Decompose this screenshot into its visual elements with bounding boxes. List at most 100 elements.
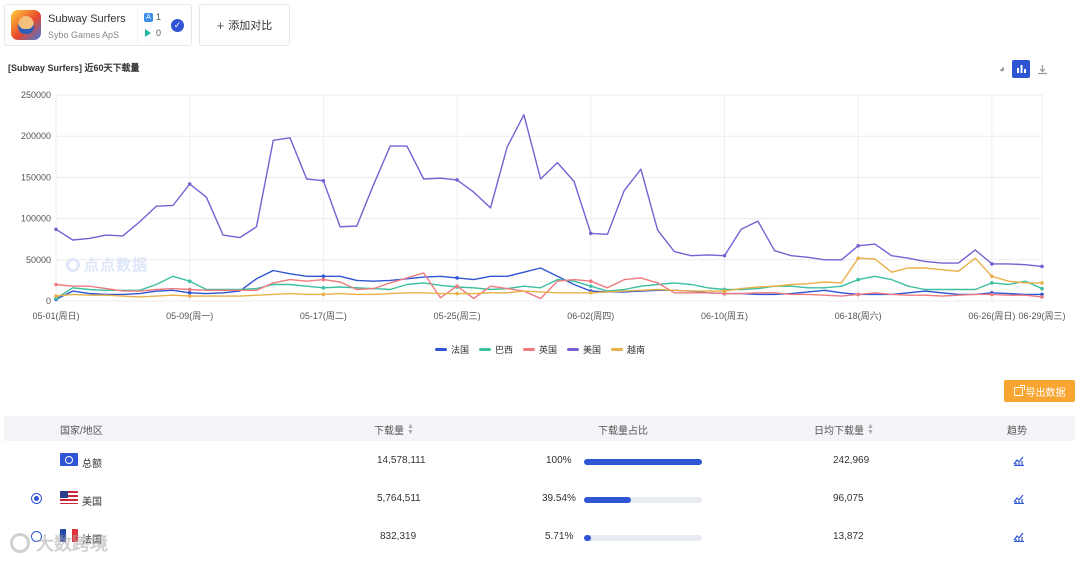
bar-chart-toggle[interactable] (1012, 60, 1030, 78)
trend-icon[interactable] (1013, 493, 1025, 504)
watermark-text: 点点数据 (84, 257, 149, 274)
series-point (321, 274, 326, 279)
series-point (187, 279, 192, 284)
downloads-value: 5,764,511 (377, 493, 421, 504)
share-bar (584, 497, 702, 503)
series-point (187, 294, 192, 298)
series-point (455, 284, 459, 288)
app-developer: Sybo Games ApS (48, 30, 120, 40)
x-tick-label: 05-01(周日) (32, 311, 79, 321)
series-point (990, 281, 994, 285)
chart-legend: 法国 巴西 英国 美国 越南 (0, 343, 1080, 356)
share-bar-fill (584, 459, 702, 465)
x-tick-label: 06-02(周四) (567, 311, 614, 321)
legend-item[interactable]: 美国 (567, 343, 601, 356)
check-icon[interactable]: ✓ (171, 19, 184, 32)
series-point (1040, 292, 1044, 297)
region-name: 美国 (82, 497, 102, 508)
y-tick-label: 150000 (21, 172, 51, 182)
share-bar-fill (584, 535, 591, 541)
bar-chart-icon (1016, 65, 1026, 73)
series-point (990, 274, 994, 279)
legend-label: 美国 (583, 345, 602, 355)
series-point (722, 289, 727, 293)
series-point (722, 253, 727, 258)
legend-swatch (434, 348, 447, 351)
series-point (321, 178, 326, 183)
row-select-radio[interactable] (31, 531, 42, 542)
series-point (990, 292, 994, 297)
series-point (856, 277, 860, 282)
legend-label: 法国 (450, 345, 469, 355)
table-row[interactable]: 法国 832,319 5.71% 13,872 (4, 518, 1075, 556)
sort-icon[interactable]: ▲ ▼ (407, 422, 414, 436)
x-tick-label: 05-09(周一) (166, 311, 213, 321)
app-card[interactable]: Subway Surfers Sybo Games ApS A 1 0 ✓ (4, 4, 192, 46)
pie-chart-icon: ◕ (998, 63, 1006, 75)
series-point (1040, 264, 1044, 269)
trend-icon[interactable] (1013, 455, 1025, 466)
export-data-button[interactable]: 导出数据 (1004, 380, 1075, 402)
series-point (187, 290, 192, 295)
legend-item[interactable]: 巴西 (478, 343, 513, 356)
share-bar-fill (584, 497, 631, 503)
x-tick-label: 06-26(周日) (968, 311, 1015, 321)
daily-value: 96,075 (833, 493, 864, 504)
series-line-巴西 (55, 275, 1043, 300)
region-name: 法国 (82, 535, 102, 546)
legend-label: 越南 (627, 345, 646, 355)
y-tick-label: 250000 (21, 90, 51, 100)
series-point (54, 227, 58, 232)
header-downloads[interactable]: 下载量 ▲ ▼ (374, 422, 414, 438)
chart-watermark: 点点数据 (66, 254, 148, 275)
share-value: 100% (546, 455, 572, 466)
series-point (588, 290, 593, 295)
legend-swatch (567, 348, 579, 351)
ios-store-count: A 1 (144, 12, 161, 22)
series-line-法国 (55, 267, 1042, 301)
share-value: 39.54% (542, 493, 576, 504)
region-name: 总额 (82, 459, 102, 470)
app-name: Subway Surfers (48, 13, 126, 25)
series-point (588, 231, 593, 236)
sort-icon[interactable]: ▲ ▼ (867, 422, 874, 436)
header-trend: 趋势 (1007, 426, 1027, 437)
downloads-line-chart: 0 50000 100000 150000 200000 250000 05-01(周日) 0… (21, 90, 1066, 321)
legend-item[interactable]: 英国 (522, 343, 557, 356)
legend-item[interactable]: 法国 (434, 343, 469, 356)
add-compare-label: 添加对比 (228, 20, 273, 32)
legend-item[interactable]: 越南 (611, 343, 645, 356)
ios-count: 1 (156, 12, 162, 22)
footer-watermark: 大数跨境 (10, 530, 108, 556)
series-point (1040, 286, 1044, 291)
series-point (321, 277, 326, 282)
pie-chart-toggle[interactable]: ◕ (993, 60, 1011, 78)
add-compare-button[interactable]: + 添加对比 (199, 4, 290, 46)
y-tick-label: 100000 (21, 214, 51, 224)
watermark-logo-icon (10, 533, 30, 553)
series-point (856, 243, 860, 248)
series-point (54, 296, 58, 301)
header-daily[interactable]: 日均下载量 ▲ ▼ (814, 422, 874, 438)
fr-flag-icon (60, 529, 78, 542)
legend-label: 英国 (538, 345, 557, 355)
row-select-radio[interactable] (31, 493, 42, 504)
series-point (54, 282, 58, 287)
download-button[interactable] (1033, 60, 1051, 78)
trend-icon[interactable] (1013, 531, 1025, 542)
header-region: 国家/地区 (60, 426, 103, 437)
table-row[interactable]: 美国 5,764,511 39.54% 96,075 (4, 480, 1075, 518)
y-tick-label: 0 (46, 296, 51, 306)
series-point (856, 256, 860, 260)
legend-label: 巴西 (494, 345, 513, 355)
header-share: 下载量占比 (598, 426, 648, 437)
share-bar (584, 459, 702, 465)
daily-value: 13,872 (833, 531, 864, 542)
export-icon (1013, 384, 1025, 396)
google-play-icon (145, 29, 151, 37)
x-tick-label: 06-29(周三) (1018, 311, 1065, 321)
table-header: 国家/地区 下载量 ▲ ▼ 下载量占比 日均下载量 ▲ ▼ 趋势 (4, 416, 1075, 441)
x-tick-label: 06-18(周六) (835, 310, 882, 321)
series-point (722, 291, 727, 296)
series-point (455, 291, 459, 296)
